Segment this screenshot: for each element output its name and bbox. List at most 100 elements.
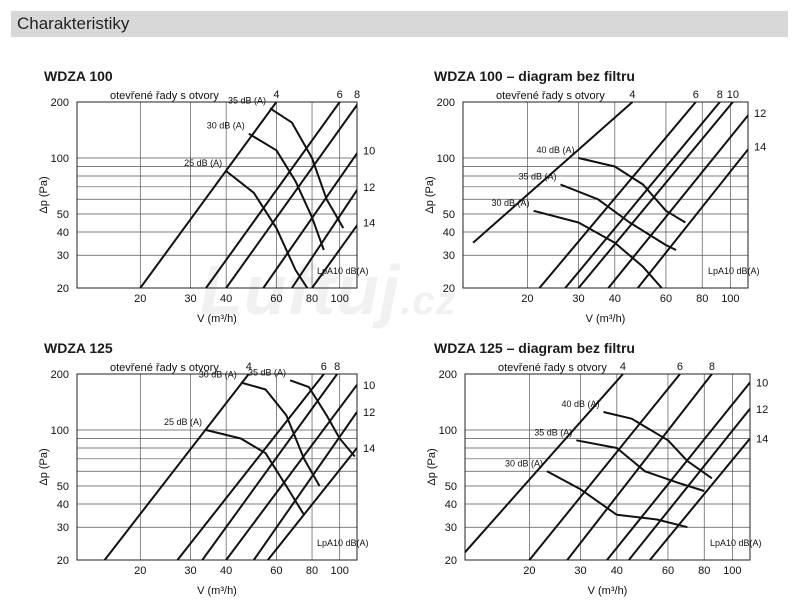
sound-level-curve — [546, 470, 688, 529]
y-axis-label: Δp (Pa) — [38, 176, 50, 213]
y-tick-label: 30 — [57, 250, 69, 262]
series-line — [528, 374, 681, 560]
series-line — [225, 384, 357, 560]
sound-level-curve — [205, 429, 305, 516]
series-line — [564, 102, 721, 288]
series-label: 12 — [363, 407, 375, 419]
chart-svg: 20 30 40 50 100 200 20 30 40 60 80 100 V (m³/h) Δp (P… — [38, 361, 375, 597]
series-label: 6 — [693, 89, 699, 101]
x-tick-label: 60 — [270, 565, 282, 577]
y-tick-label: 30 — [57, 522, 69, 534]
series-line — [649, 437, 750, 560]
plot-frame — [76, 373, 358, 561]
plot-frame — [462, 101, 749, 289]
x-tick-label: 80 — [306, 293, 318, 305]
x-tick-label: 100 — [723, 565, 741, 577]
y-tick-label: 100 — [437, 153, 455, 165]
chart-panel: WDZA 125 20 30 40 50 100 200 20 30 40 60 80 100 V (m³… — [0, 334, 400, 604]
x-tick-label: 80 — [306, 565, 318, 577]
sound-level-curve — [240, 381, 321, 487]
sound-level-curve — [533, 209, 663, 288]
y-tick-label: 20 — [443, 283, 455, 295]
x-tick-label: 30 — [184, 293, 196, 305]
y-tick-label: 40 — [57, 499, 69, 511]
series-line — [262, 151, 357, 288]
x-tick-label: 80 — [698, 565, 710, 577]
chart-subtitle: otevřené řady s otvory — [110, 362, 219, 374]
sound-level-label: 35 dB (A) — [518, 172, 556, 182]
chart-svg: 20 30 40 50 100 200 20 30 40 60 80 100 V (m³/h) Δp (P… — [426, 361, 768, 597]
x-tick-label: 100 — [721, 293, 739, 305]
series-label: 6 — [321, 361, 327, 373]
series-label: 12 — [756, 404, 768, 416]
y-tick-label: 200 — [51, 97, 69, 109]
series-label: 6 — [337, 89, 343, 101]
y-tick-label: 200 — [51, 369, 69, 381]
y-tick-label: 50 — [443, 209, 455, 221]
y-tick-label: 100 — [439, 425, 457, 437]
x-tick-label: 20 — [134, 293, 146, 305]
sound-level-curve — [248, 132, 325, 251]
chart-title: WDZA 100 — [44, 68, 113, 84]
unit-note: LpA10 dB(A) — [710, 538, 762, 548]
x-axis-label: V (m³/h) — [197, 585, 237, 597]
y-tick-label: 100 — [51, 153, 69, 165]
series-label: 14 — [363, 217, 375, 229]
sound-level-label: 35 dB (A) — [248, 367, 286, 377]
chart-panel: WDZA 125 – diagram bez filtru 20 30 40 50 100… — [400, 334, 800, 604]
y-tick-label: 200 — [439, 369, 457, 381]
series-label: 14 — [756, 434, 768, 446]
x-tick-label: 40 — [609, 293, 621, 305]
series-line — [472, 102, 634, 244]
series-line — [103, 374, 250, 560]
series-line — [252, 411, 357, 560]
section-title: Charakteristiky — [17, 14, 130, 33]
unit-note: LpA10 dB(A) — [708, 266, 760, 276]
series-line — [465, 374, 624, 553]
chart-svg: 20 30 40 50 100 200 20 30 40 60 80 100 V (m³/h) Δp (P… — [38, 89, 375, 325]
y-axis-label: Δp (Pa) — [424, 176, 436, 213]
y-tick-label: 50 — [57, 481, 69, 493]
sound-level-label: 35 dB (A) — [228, 95, 266, 105]
series-label: 10 — [756, 378, 768, 390]
sound-level-label: 25 dB (A) — [184, 158, 222, 168]
sound-level-label: 30 dB (A) — [505, 458, 543, 468]
series-label: 10 — [363, 145, 375, 157]
y-axis-label: Δp (Pa) — [38, 448, 50, 485]
series-label: 8 — [717, 89, 723, 101]
x-tick-label: 100 — [331, 565, 349, 577]
x-tick-label: 60 — [662, 565, 674, 577]
chart-svg: 20 30 40 50 100 200 20 30 40 60 80 100 V (m³/h) Δp (P… — [424, 89, 766, 325]
series-label: 12 — [754, 108, 766, 120]
series-label: 8 — [709, 361, 715, 373]
series-label: 8 — [334, 361, 340, 373]
x-tick-label: 40 — [611, 565, 623, 577]
y-tick-label: 200 — [437, 97, 455, 109]
series-line — [139, 102, 278, 288]
x-tick-label: 30 — [572, 293, 584, 305]
y-tick-label: 40 — [443, 227, 455, 239]
sound-level-label: 30 dB (A) — [492, 198, 530, 208]
sound-level-label: 30 dB (A) — [199, 370, 237, 380]
series-label: 14 — [363, 443, 375, 455]
series-label: 8 — [354, 89, 360, 101]
x-tick-label: 40 — [220, 565, 232, 577]
y-tick-label: 30 — [445, 522, 457, 534]
sound-level-curve — [269, 107, 345, 229]
y-tick-label: 100 — [51, 425, 69, 437]
y-tick-label: 20 — [57, 283, 69, 295]
series-line — [205, 102, 341, 288]
series-line — [225, 103, 357, 288]
x-tick-label: 20 — [523, 565, 535, 577]
series-line — [628, 408, 750, 560]
x-tick-label: 60 — [270, 293, 282, 305]
chart-panel: WDZA 100 – diagram bez filtru 20 30 40 50 100… — [400, 62, 800, 332]
series-line — [311, 223, 357, 288]
unit-note: LpA10 dB(A) — [317, 266, 369, 276]
sound-level-label: 40 dB (A) — [562, 399, 600, 409]
sound-level-label: 40 dB (A) — [537, 145, 575, 155]
series-label: 4 — [273, 89, 279, 101]
x-tick-label: 20 — [521, 293, 533, 305]
series-label: 6 — [677, 361, 683, 373]
section-header: Charakteristiky — [11, 11, 788, 37]
